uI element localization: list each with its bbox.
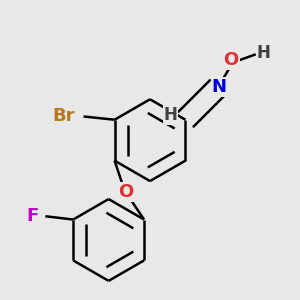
Text: N: N	[212, 78, 226, 96]
Text: H: H	[164, 106, 178, 124]
Text: H: H	[257, 44, 271, 62]
Text: O: O	[118, 183, 134, 201]
Text: F: F	[27, 207, 39, 225]
Text: Br: Br	[53, 107, 75, 125]
Text: O: O	[224, 51, 239, 69]
